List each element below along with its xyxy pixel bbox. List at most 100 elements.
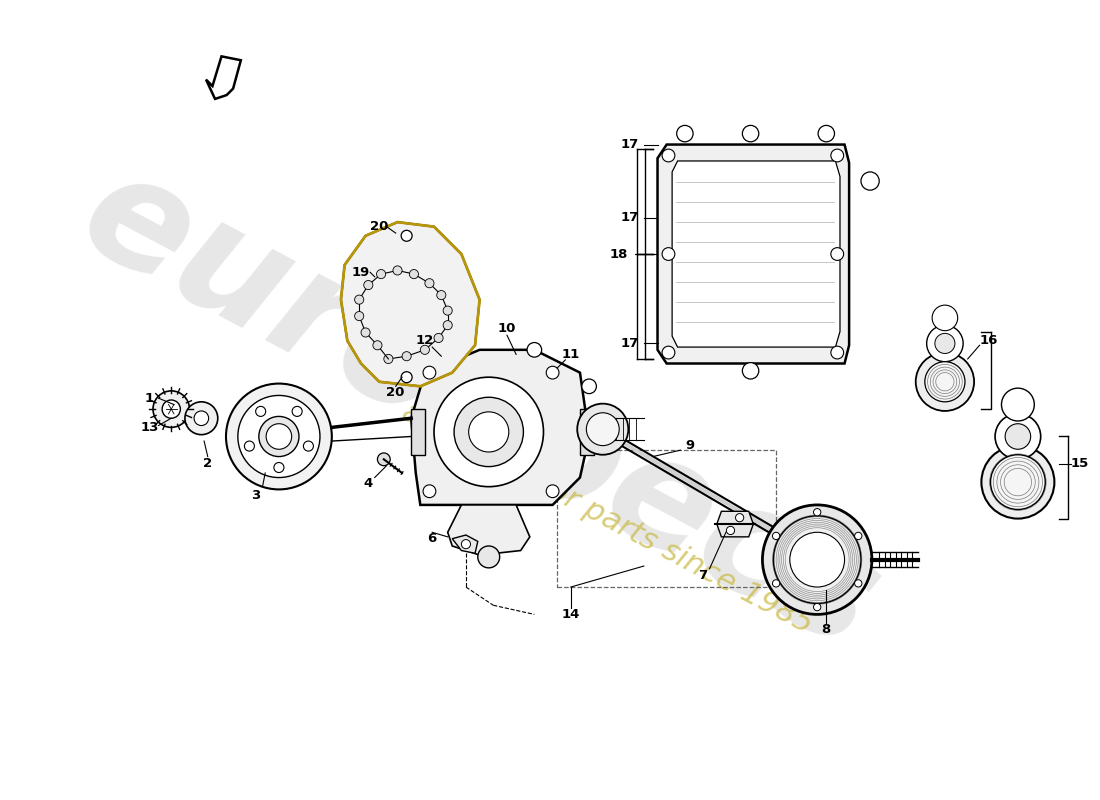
Text: 17: 17 [621,138,639,151]
Circle shape [662,149,675,162]
Circle shape [742,126,759,142]
Circle shape [582,379,596,394]
Circle shape [736,514,744,522]
Polygon shape [448,505,530,555]
Text: 3: 3 [252,490,261,502]
Circle shape [915,353,975,411]
Circle shape [742,362,759,379]
Circle shape [402,372,412,382]
Text: a passion for parts since 1985: a passion for parts since 1985 [397,398,817,640]
Polygon shape [206,56,241,99]
Circle shape [420,346,429,354]
Circle shape [226,383,332,490]
Text: 20: 20 [386,386,405,399]
Circle shape [996,414,1041,459]
Circle shape [861,172,879,190]
Circle shape [547,366,559,379]
Text: 16: 16 [979,334,998,347]
Circle shape [354,311,364,321]
Circle shape [1001,388,1034,421]
Circle shape [818,126,835,142]
Circle shape [238,395,320,478]
Text: 15: 15 [1070,458,1089,470]
Circle shape [935,334,955,354]
Circle shape [384,354,393,363]
Text: 4: 4 [364,478,373,490]
Circle shape [255,406,266,417]
Circle shape [814,509,821,516]
Circle shape [376,270,386,278]
Circle shape [772,580,780,587]
Polygon shape [717,511,754,537]
Circle shape [676,126,693,142]
Text: eurospecs: eurospecs [57,138,902,681]
Text: 12: 12 [416,334,434,347]
Polygon shape [580,409,594,454]
Text: 11: 11 [562,348,580,361]
Circle shape [162,400,180,418]
Text: 17: 17 [621,211,639,224]
Circle shape [409,270,418,278]
Text: 8: 8 [822,623,830,637]
Polygon shape [672,161,840,347]
Circle shape [266,424,292,450]
Circle shape [926,325,964,362]
Circle shape [443,306,452,315]
Circle shape [354,295,364,304]
Text: 7: 7 [698,569,707,582]
Circle shape [469,412,509,452]
Circle shape [830,149,844,162]
Text: 6: 6 [428,532,437,545]
Text: 18: 18 [610,247,628,261]
Text: 1: 1 [145,392,154,405]
Circle shape [830,346,844,359]
Text: 19: 19 [352,266,370,278]
Circle shape [258,417,299,457]
Circle shape [454,398,524,466]
Circle shape [1005,424,1031,450]
Circle shape [925,362,965,402]
Circle shape [855,532,862,539]
Circle shape [443,321,452,330]
Circle shape [153,391,189,427]
Circle shape [586,413,619,446]
Circle shape [244,441,254,451]
Polygon shape [452,535,477,554]
Circle shape [361,328,370,337]
Circle shape [762,505,872,614]
Circle shape [477,546,499,568]
Polygon shape [411,350,590,505]
Circle shape [461,539,471,549]
Circle shape [578,404,628,454]
Text: 13: 13 [140,421,158,434]
Text: 10: 10 [498,322,516,335]
Polygon shape [411,409,425,454]
Circle shape [424,485,436,498]
Circle shape [304,441,313,451]
Circle shape [377,453,390,466]
Circle shape [434,377,543,486]
Circle shape [402,230,412,242]
Polygon shape [341,222,480,386]
Circle shape [403,352,411,361]
Circle shape [814,603,821,610]
Circle shape [393,266,403,275]
Circle shape [932,305,958,330]
Circle shape [790,532,845,587]
Circle shape [425,278,435,288]
Circle shape [437,290,446,300]
Circle shape [547,485,559,498]
Circle shape [274,462,284,473]
Text: 14: 14 [562,608,580,621]
Circle shape [773,516,861,603]
Circle shape [990,454,1045,510]
Text: 2: 2 [204,458,212,470]
Circle shape [364,281,373,290]
Circle shape [772,532,780,539]
Circle shape [185,402,218,434]
Polygon shape [590,421,799,548]
Text: 20: 20 [370,220,388,233]
Text: 17: 17 [621,337,639,350]
Circle shape [855,580,862,587]
Text: 9: 9 [685,439,694,452]
